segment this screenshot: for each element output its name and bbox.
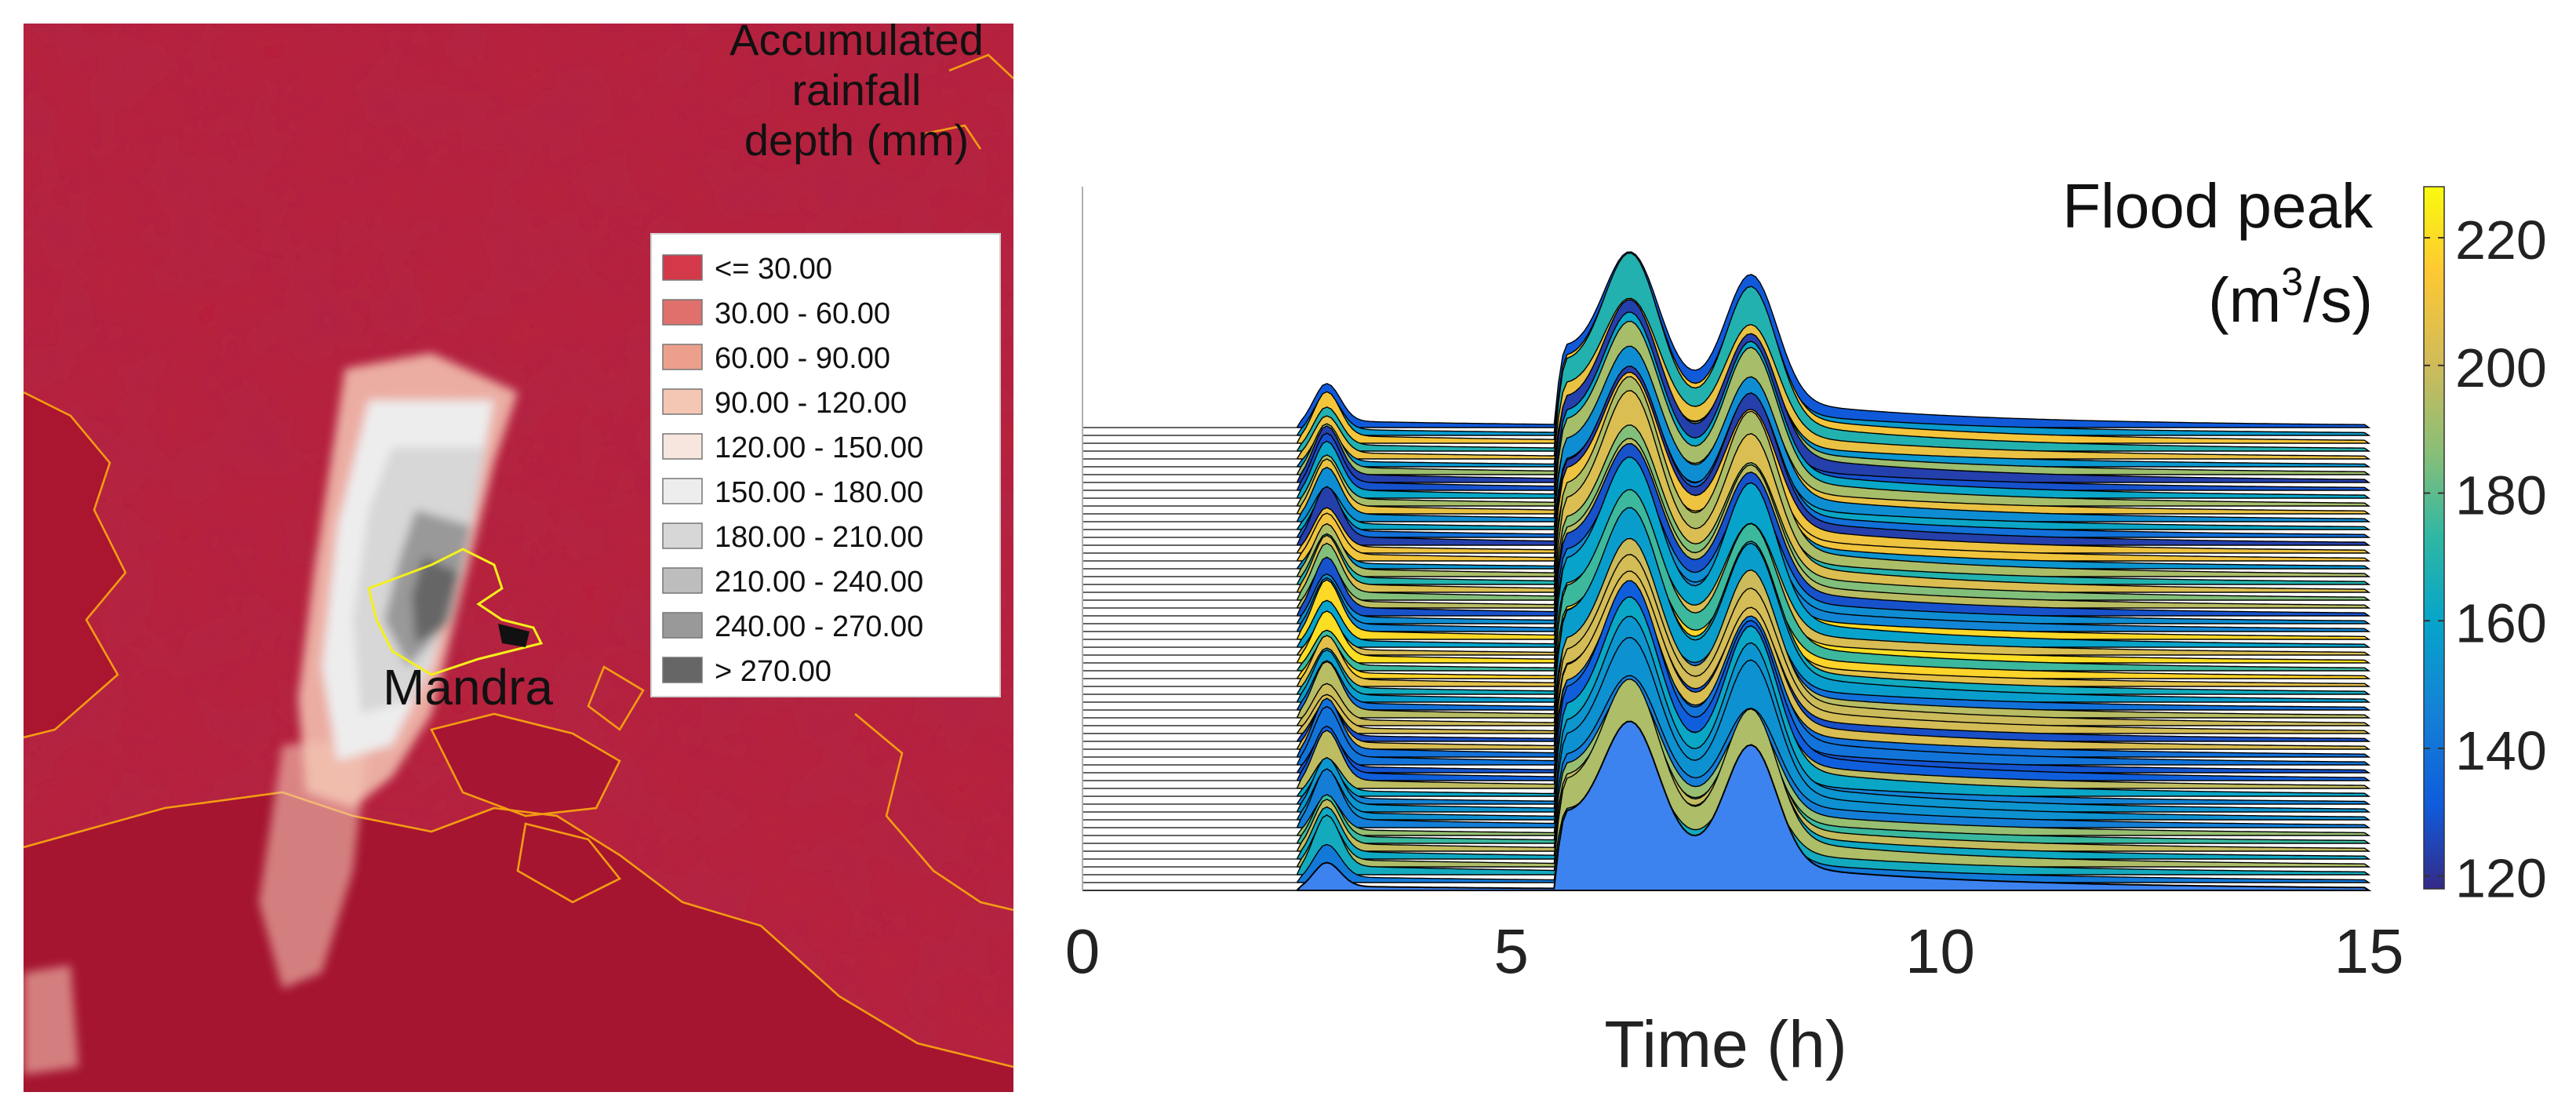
legend-swatch (662, 254, 703, 281)
legend-swatch (662, 344, 703, 370)
legend-background (650, 233, 1001, 697)
legend-label: 240.00 - 270.00 (715, 610, 923, 643)
colorbar-ticks: 120 140 160 180 200 220 (2424, 209, 2547, 909)
colorbar-tick-label: 140 (2455, 720, 2547, 781)
hydrograph-series (1082, 679, 2371, 868)
legend-label: 30.00 - 60.00 (715, 297, 890, 330)
front-hydrograph (1082, 720, 2372, 891)
legend-label: 150.00 - 180.00 (715, 476, 923, 509)
colorbar (2423, 186, 2445, 890)
legend-label: <= 30.00 (715, 253, 832, 286)
hydrograph-series (1082, 320, 2371, 507)
colorbar-tick-label: 200 (2455, 337, 2547, 399)
legend-title-line: rainfall (792, 65, 922, 115)
colorbar-tick-label: 220 (2455, 209, 2547, 271)
colorbar-title: Flood peak (2062, 171, 2374, 241)
colorbar-tick-label: 160 (2455, 592, 2547, 653)
colorbar-unit-tail: /s) (2303, 265, 2373, 335)
legend-title-line: depth (mm) (744, 115, 969, 165)
hydrograph-chart-panel: 0 5 10 15 Time (h) Flood peak (m3/s) 120 140… (1020, 0, 2576, 1110)
legend-swatch (662, 433, 703, 460)
legend-swatch (662, 388, 703, 415)
legend-label: 180.00 - 210.00 (715, 521, 923, 554)
mandra-town-marker (498, 624, 529, 647)
colorbar-tick-label: 180 (2455, 465, 2547, 526)
hydrograph-chart: 0 5 10 15 Time (h) Flood peak (m3/s) 120 140… (1065, 171, 2547, 1081)
x-tick-label: 10 (1905, 916, 1975, 986)
hydrograph-series-group (1082, 251, 2372, 891)
hydrograph-series (1082, 345, 2371, 522)
legend-label: 210.00 - 240.00 (715, 566, 923, 599)
colorbar-tick-label: 120 (2455, 848, 2547, 909)
hydrograph-series (1082, 554, 2371, 734)
legend-swatch (662, 567, 703, 594)
x-tick-label: 15 (2334, 916, 2404, 986)
x-axis-label: Time (h) (1604, 1007, 1847, 1081)
hydrograph-series (1082, 390, 2371, 593)
legend-swatch (662, 299, 703, 326)
catchment-boundary (367, 548, 544, 676)
legend-label: 120.00 - 150.00 (715, 431, 923, 464)
map-legend: <= 30.00 30.00 - 60.00 60.00 - 90.00 90.00 … (650, 233, 1001, 697)
x-tick-label: 0 (1065, 916, 1101, 986)
legend-swatch (662, 657, 703, 683)
rainfall-map: Mandra Accumulated rainfall depth (mm) <… (23, 15, 1014, 1092)
mandra-label: Mandra (383, 659, 553, 715)
map-sea-gulf (431, 714, 620, 816)
map-legend-title: Accumulated rainfall depth (mm) (730, 15, 984, 165)
hydrograph-series (1082, 507, 2371, 703)
legend-label: 60.00 - 90.00 (715, 342, 890, 375)
rainfall-map-panel: Mandra Accumulated rainfall depth (mm) <… (23, 15, 1014, 1092)
hydrograph-series (1082, 489, 2371, 672)
legend-title-line: Accumulated (730, 24, 984, 64)
map-sea-west (24, 392, 126, 737)
hydrograph-series (1082, 636, 2371, 821)
legend-swatch (662, 478, 703, 504)
storm-footprint (24, 353, 518, 1075)
x-tick-label: 5 (1494, 916, 1529, 986)
legend-label: > 270.00 (715, 655, 831, 688)
x-axis-ticks: 0 5 10 15 (1065, 916, 2404, 986)
legend-swatch (662, 612, 703, 639)
colorbar-unit-exponent: 3 (2281, 260, 2303, 304)
legend-swatch (662, 522, 703, 549)
hydrograph-series (1082, 376, 2371, 577)
hydrograph-series (1082, 457, 2371, 648)
hydrograph-series (1082, 252, 2371, 452)
colorbar-unit-base: (m (2208, 265, 2281, 335)
colorbar-unit: (m3/s) (2208, 260, 2373, 335)
legend-label: 90.00 - 120.00 (715, 387, 907, 420)
